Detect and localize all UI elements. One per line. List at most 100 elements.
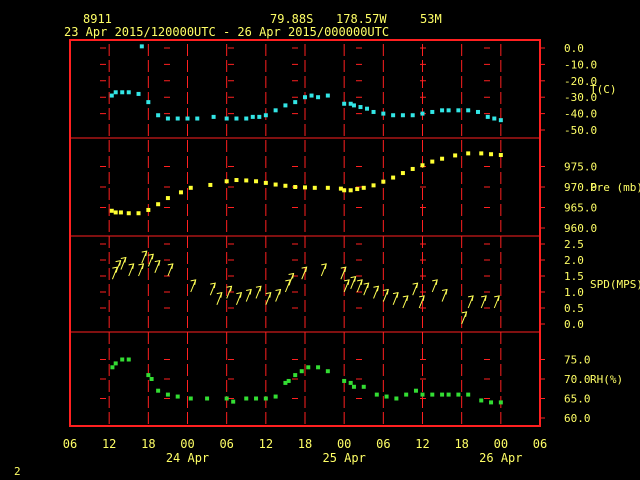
data-point xyxy=(188,396,193,401)
data-point xyxy=(410,113,415,118)
data-point xyxy=(146,373,151,378)
data-point xyxy=(250,114,255,119)
data-point xyxy=(325,93,330,98)
data-point xyxy=(400,113,405,118)
data-point xyxy=(273,394,278,399)
wind-arrow xyxy=(235,292,242,305)
data-point xyxy=(234,116,239,121)
data-point xyxy=(136,211,141,216)
wind-arrow-head xyxy=(115,260,122,266)
data-point xyxy=(342,378,347,383)
data-point xyxy=(263,180,268,185)
wind-arrow-head xyxy=(343,279,350,285)
x-tick-label: 12 xyxy=(415,437,429,451)
data-point xyxy=(149,377,154,381)
data-point xyxy=(456,392,461,397)
wind-arrow-head xyxy=(128,263,135,269)
wind-arrow-head xyxy=(246,288,252,295)
data-point xyxy=(420,111,425,116)
wind-arrow-head xyxy=(275,288,282,295)
wind-arrow-head xyxy=(236,292,242,298)
data-point xyxy=(109,93,114,98)
data-point xyxy=(384,394,389,399)
data-point xyxy=(358,105,363,110)
data-point xyxy=(446,108,451,113)
data-point xyxy=(156,113,161,118)
data-point xyxy=(283,103,288,108)
data-point xyxy=(136,91,141,96)
y-tick-label: 75.0 xyxy=(564,354,591,367)
wind-arrow-head xyxy=(255,285,262,292)
date-label: 25 Apr xyxy=(322,451,365,465)
wind-arrow xyxy=(226,285,233,299)
wind-arrow-head xyxy=(340,266,347,273)
data-point xyxy=(479,151,484,156)
data-point xyxy=(273,108,278,113)
data-point xyxy=(306,365,311,370)
wind-arrow-head xyxy=(467,295,474,301)
data-point xyxy=(325,185,330,190)
wind-arrow-head xyxy=(138,263,145,269)
data-point xyxy=(188,185,193,190)
plot-frame xyxy=(69,39,541,427)
data-point xyxy=(309,93,314,98)
data-point xyxy=(139,44,144,49)
wind-arrow xyxy=(120,256,127,270)
y-tick-label: 2.0 xyxy=(564,254,584,267)
data-point xyxy=(361,185,366,190)
data-point xyxy=(126,90,131,95)
data-point xyxy=(404,392,409,397)
wind-arrow-head xyxy=(321,263,327,269)
y-tick-label: 1.5 xyxy=(564,270,584,283)
data-layer xyxy=(109,44,503,405)
x-tick-label: 06 xyxy=(376,437,390,451)
data-point xyxy=(273,182,278,187)
wind-arrow xyxy=(431,279,438,293)
data-point xyxy=(466,108,471,113)
wind-arrow xyxy=(128,263,135,277)
wind-arrow-head xyxy=(494,295,500,301)
data-point xyxy=(175,394,180,399)
data-point xyxy=(113,210,118,215)
data-point xyxy=(224,179,229,184)
data-point xyxy=(391,175,396,180)
wind-arrow-head xyxy=(373,285,380,292)
data-point xyxy=(224,116,229,121)
grid-layer xyxy=(100,44,510,424)
data-point xyxy=(283,380,288,385)
wind-arrow xyxy=(111,266,118,280)
wind-arrow-head xyxy=(141,250,148,257)
wind-arrow xyxy=(402,295,409,309)
x-tick-label: 00 xyxy=(180,437,194,451)
data-point xyxy=(371,109,376,114)
wind-arrow xyxy=(301,266,308,280)
wind-arrow xyxy=(115,260,122,273)
data-point xyxy=(286,378,291,383)
wind-arrow-head xyxy=(402,295,409,301)
data-point xyxy=(400,171,405,176)
data-point xyxy=(381,179,386,184)
wind-arrow xyxy=(288,272,295,286)
data-point xyxy=(244,396,249,401)
wind-arrow xyxy=(356,279,363,293)
data-point xyxy=(165,116,170,121)
data-point xyxy=(224,396,229,401)
data-point xyxy=(394,396,399,401)
data-point xyxy=(410,166,415,171)
data-point xyxy=(453,153,458,158)
data-point xyxy=(293,185,298,189)
wind-arrow-head xyxy=(412,282,419,289)
x-tick-label: 00 xyxy=(494,437,508,451)
wind-arrow xyxy=(363,282,370,296)
data-point xyxy=(126,211,131,216)
data-point xyxy=(146,100,151,105)
page-number: 2 xyxy=(14,465,21,478)
data-point xyxy=(430,159,435,164)
wind-arrow-head xyxy=(167,263,174,269)
data-point xyxy=(303,185,307,190)
data-point xyxy=(293,100,298,105)
wind-arrow-head xyxy=(301,266,308,273)
data-point xyxy=(342,101,347,106)
data-point xyxy=(165,196,170,201)
data-point xyxy=(244,178,249,183)
